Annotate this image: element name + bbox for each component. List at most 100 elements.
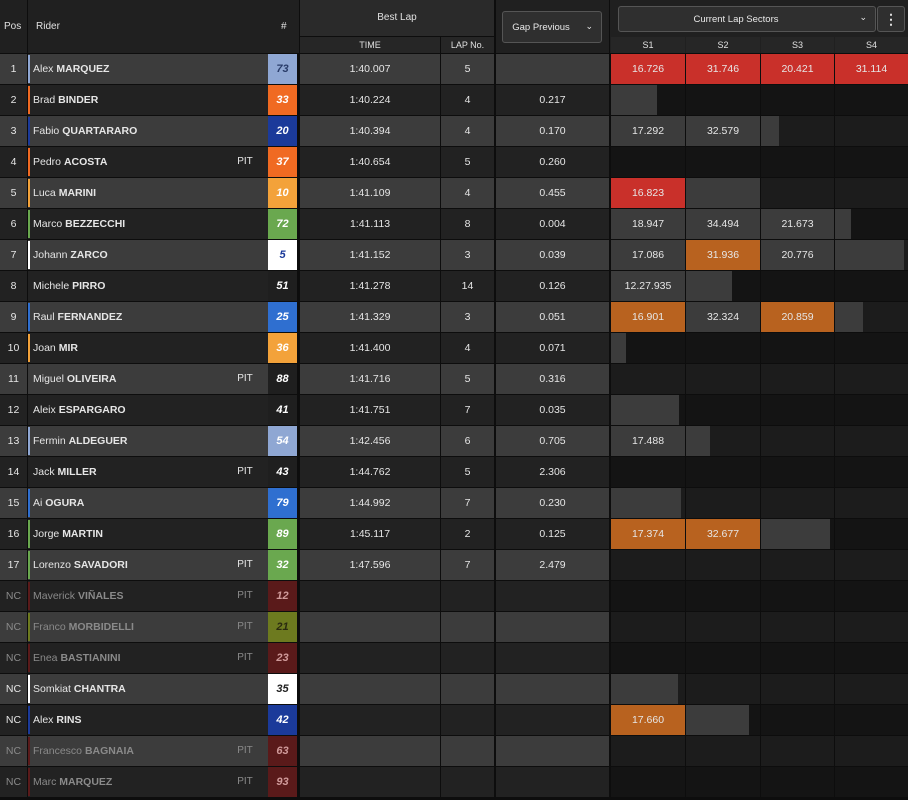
table-row[interactable]: NC Alex RINS 42 17.660 (0, 705, 908, 735)
team-color-stripe (28, 675, 30, 703)
best-lap-number-cell (441, 643, 494, 673)
best-lap-number-cell: 2 (441, 519, 494, 549)
gap-previous-cell: 0.125 (496, 519, 609, 549)
table-row[interactable]: NC Francesco BAGNAIA PIT 63 (0, 736, 908, 766)
sector-3-cell (761, 178, 834, 208)
table-row[interactable]: 7 Johann ZARCO 5 1:41.152 3 0.039 17.086 31.936… (0, 240, 908, 270)
sector-1-cell: 17.374 (611, 519, 685, 549)
sector-1-cell (611, 364, 685, 394)
best-lap-time-cell: 1:41.113 (300, 209, 440, 239)
rider-name-cell: Alex RINS (28, 705, 268, 735)
rider-name-cell: Luca MARINI (28, 178, 268, 208)
rider-first-name: Aleix (33, 404, 56, 416)
sectors-select[interactable]: Current Lap Sectors ⌄ (618, 6, 876, 32)
table-row[interactable]: 11 Miguel OLIVEIRA PIT 88 1:41.716 5 0.316 (0, 364, 908, 394)
rider-number-badge: 23 (268, 643, 297, 673)
sector-2-cell: 32.579 (686, 116, 760, 146)
sector-2-cell (686, 85, 760, 115)
sector-3-cell (761, 85, 834, 115)
rider-name-cell: Somkiat CHANTRA (28, 674, 268, 704)
rider-first-name: Brad (33, 94, 56, 106)
rider-first-name: Marc (33, 776, 57, 788)
sector-3-cell: 20.859 (761, 302, 834, 332)
pit-indicator: PIT (237, 652, 253, 663)
table-row[interactable]: 1 Alex MARQUEZ 73 1:40.007 5 16.726 31.746 20.4… (0, 54, 908, 84)
pit-indicator (225, 674, 265, 704)
sector-4-cell (835, 116, 908, 146)
table-row[interactable]: NC Marc MARQUEZ PIT 93 (0, 767, 908, 797)
gap-select[interactable]: Gap Previous ⌄ (502, 11, 602, 43)
position-cell: NC (0, 581, 27, 611)
table-row[interactable]: 5 Luca MARINI 10 1:41.109 4 0.455 16.823 (0, 178, 908, 208)
best-lap-time-cell (300, 643, 440, 673)
position-cell: 2 (0, 85, 27, 115)
sector-3-cell (761, 643, 834, 673)
position-cell: 5 (0, 178, 27, 208)
position-cell: 11 (0, 364, 27, 394)
rider-last-name: MILLER (57, 466, 97, 478)
gap-previous-cell (496, 736, 609, 766)
best-lap-number-cell (441, 581, 494, 611)
sector-4-cell (835, 85, 908, 115)
pit-indicator (225, 395, 265, 425)
position-cell: NC (0, 767, 27, 797)
gap-previous-cell: 2.479 (496, 550, 609, 580)
rider-number-badge: 35 (268, 674, 297, 704)
best-lap-number-cell (441, 674, 494, 704)
rider-name-cell: Marco BEZZECCHI (28, 209, 268, 239)
rider-first-name: Joan (33, 342, 56, 354)
rider-number-badge: 20 (268, 116, 297, 146)
best-lap-number-cell: 7 (441, 488, 494, 518)
sector-progress-bar (835, 240, 904, 270)
table-row[interactable]: 14 Jack MILLER PIT 43 1:44.762 5 2.306 (0, 457, 908, 487)
position-cell: 9 (0, 302, 27, 332)
lap-no-header: LAP No. (441, 37, 494, 53)
gap-previous-cell (496, 612, 609, 642)
table-row[interactable]: 2 Brad BINDER 33 1:40.224 4 0.217 (0, 85, 908, 115)
rider-name-cell: Raul FERNANDEZ (28, 302, 268, 332)
more-options-icon[interactable]: ⋮ (877, 6, 905, 32)
sector-2-cell (686, 581, 760, 611)
sector-3-cell (761, 705, 834, 735)
table-row[interactable]: NC Enea BASTIANINI PIT 23 (0, 643, 908, 673)
best-lap-number-cell: 7 (441, 550, 494, 580)
table-row[interactable]: 15 Ai OGURA 79 1:44.992 7 0.230 (0, 488, 908, 518)
table-row[interactable]: NC Franco MORBIDELLI PIT 21 (0, 612, 908, 642)
sector-2-cell (686, 488, 760, 518)
gap-previous-cell (496, 767, 609, 797)
table-row[interactable]: 9 Raul FERNANDEZ 25 1:41.329 3 0.051 16.901 32.… (0, 302, 908, 332)
table-row[interactable]: 6 Marco BEZZECCHI 72 1:41.113 8 0.004 18.947 34… (0, 209, 908, 239)
table-row[interactable]: 17 Lorenzo SAVADORI PIT 32 1:47.596 7 2.479 (0, 550, 908, 580)
table-row[interactable]: 8 Michele PIRRO 51 1:41.278 14 0.126 12.27.935 (0, 271, 908, 301)
sector-2-cell: 31.936 (686, 240, 760, 270)
table-row[interactable]: 12 Aleix ESPARGARO 41 1:41.751 7 0.035 (0, 395, 908, 425)
sector-1-cell: 12.27.935 (611, 271, 685, 301)
table-row[interactable]: 4 Pedro ACOSTA PIT 37 1:40.654 5 0.260 (0, 147, 908, 177)
table-row[interactable]: 13 Fermin ALDEGUER 54 1:42.456 6 0.705 17.488 (0, 426, 908, 456)
gap-previous-cell (496, 581, 609, 611)
pit-indicator: PIT (237, 466, 253, 477)
table-row[interactable]: 10 Joan MIR 36 1:41.400 4 0.071 (0, 333, 908, 363)
sector-1-cell: 17.488 (611, 426, 685, 456)
team-color-stripe (28, 768, 30, 796)
rider-number-badge: 10 (268, 178, 297, 208)
sector-4-cell (835, 147, 908, 177)
rider-name-cell: Pedro ACOSTA (28, 147, 268, 177)
time-header: TIME (300, 37, 440, 53)
sector-progress-bar (761, 519, 830, 549)
best-lap-time-cell: 1:41.152 (300, 240, 440, 270)
sector-3-cell (761, 767, 834, 797)
table-row[interactable]: 3 Fabio QUARTARARO 20 1:40.394 4 0.170 17.292 3… (0, 116, 908, 146)
rider-last-name: OLIVEIRA (66, 373, 117, 385)
pit-indicator: PIT (237, 373, 253, 384)
best-lap-number-cell (441, 612, 494, 642)
table-row[interactable]: NC Maverick VIÑALES PIT 12 (0, 581, 908, 611)
table-row[interactable]: NC Somkiat CHANTRA 35 (0, 674, 908, 704)
table-row[interactable]: 16 Jorge MARTIN 89 1:45.117 2 0.125 17.374 32.6… (0, 519, 908, 549)
sector-progress-bar (835, 302, 863, 332)
rider-last-name: ACOSTA (63, 156, 108, 168)
gap-previous-cell: 2.306 (496, 457, 609, 487)
sector-3-cell (761, 426, 834, 456)
sector-4-cell (835, 519, 908, 549)
best-lap-time-cell: 1:47.596 (300, 550, 440, 580)
